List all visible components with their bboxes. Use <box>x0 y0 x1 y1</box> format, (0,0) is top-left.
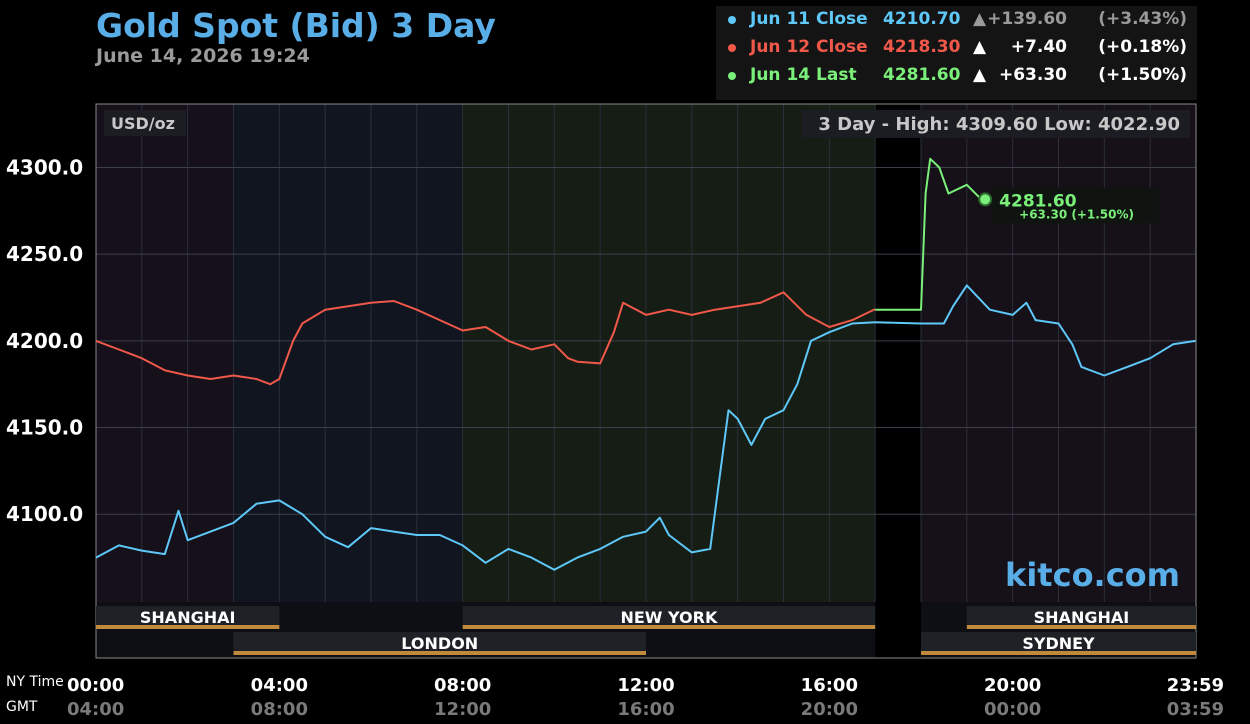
x-tick-label-ny: 00:00 <box>67 675 124 696</box>
range-label-box <box>802 110 1190 138</box>
session-bar <box>233 632 646 654</box>
ny-time-axis-label: NY Time <box>6 674 64 690</box>
newyork-band <box>462 104 876 602</box>
series-line <box>875 157 986 311</box>
x-tick-label-gmt: 00:00 <box>984 699 1041 720</box>
legend-value: 4281.60 <box>883 65 961 85</box>
session-bar-underline <box>233 651 646 655</box>
y-tick-label: 4200.0 <box>6 329 83 353</box>
y-tick-label: 4150.0 <box>6 416 83 440</box>
session-bar <box>462 606 876 628</box>
x-tick-label-ny: 08:00 <box>434 675 491 696</box>
legend-label: Jun 12 Close <box>750 37 868 57</box>
london-band <box>233 104 463 602</box>
range-label: 3 Day - High: 4309.60 Low: 4022.90 <box>818 114 1180 135</box>
x-tick-label-gmt: 04:00 <box>67 699 124 720</box>
x-tick-label-gmt: 20:00 <box>801 699 858 720</box>
y-tick-label: 4250.0 <box>6 242 83 266</box>
session-label: SHANGHAI <box>1034 608 1130 627</box>
plot-border <box>95 103 1197 659</box>
last-change-label: +63.30 (+1.50%) <box>1019 207 1134 221</box>
up-arrow-icon: ▲ <box>973 9 987 29</box>
session-label: SHANGHAI <box>140 608 236 627</box>
x-tick-label-gmt: 08:00 <box>251 699 308 720</box>
last-price-marker <box>978 192 993 207</box>
gmt-axis-label: GMT <box>6 699 38 715</box>
legend-dot-icon <box>728 72 736 80</box>
y-tick-label: 4300.0 <box>6 156 83 180</box>
session-bar-underline <box>966 625 1196 629</box>
x-tick-label-ny: 20:00 <box>984 675 1041 696</box>
session-bar-underline <box>921 651 1196 655</box>
session-bar <box>96 606 280 628</box>
session-label: LONDON <box>401 634 478 653</box>
legend-row: Jun 14 Last 4281.60 ▲ +63.30 (+1.50%) <box>716 62 1197 90</box>
x-tick-label-gmt: 16:00 <box>617 699 674 720</box>
unit-label-box <box>104 110 186 136</box>
session-label: NEW YORK <box>620 608 717 627</box>
legend-percent: (+3.43%) <box>1098 9 1187 29</box>
brand-watermark: kitco.com <box>1005 556 1180 594</box>
session-bar-underline <box>96 625 280 629</box>
unit-label: USD/oz <box>111 114 175 133</box>
x-tick-label-ny: 12:00 <box>617 675 674 696</box>
legend-row: Jun 12 Close 4218.30 ▲ +7.40 (+0.18%) <box>716 34 1197 62</box>
legend-dot-icon <box>728 16 736 24</box>
legend-label: Jun 14 Last <box>750 65 857 85</box>
x-tick-label-gmt: 03:59 <box>1167 699 1224 720</box>
session-bar <box>966 606 1196 628</box>
market-closed-band <box>875 104 921 658</box>
x-tick-label-ny: 16:00 <box>801 675 858 696</box>
chart-timestamp: June 14, 2026 19:24 <box>96 45 310 67</box>
legend-percent: (+0.18%) <box>1098 37 1187 57</box>
session-label: SYDNEY <box>1022 634 1095 653</box>
legend-panel: Jun 11 Close 4210.70 ▲ +139.60 (+3.43%) Jun 1… <box>716 6 1197 100</box>
legend-percent: (+1.50%) <box>1098 65 1187 85</box>
up-arrow-icon: ▲ <box>973 65 987 85</box>
chart-title: Gold Spot (Bid) 3 Day <box>96 6 496 45</box>
up-arrow-icon: ▲ <box>973 37 987 57</box>
legend-row: Jun 11 Close 4210.70 ▲ +139.60 (+3.43%) <box>716 6 1197 34</box>
session-bar <box>921 632 1196 654</box>
legend-dot-icon <box>728 44 736 52</box>
shanghai-band <box>96 104 234 602</box>
legend-value: 4210.70 <box>883 9 961 29</box>
legend-change: +139.60 <box>987 9 1067 29</box>
legend-change: +63.30 <box>998 65 1067 85</box>
last-callout-box <box>991 187 1160 224</box>
legend-value: 4218.30 <box>883 37 961 57</box>
last-price-label: 4281.60 <box>999 191 1077 211</box>
y-tick-label: 4100.0 <box>6 502 83 526</box>
legend-change: +7.40 <box>1010 37 1067 57</box>
x-tick-label-gmt: 12:00 <box>434 699 491 720</box>
x-tick-label-ny: 23:59 <box>1167 675 1224 696</box>
legend-label: Jun 11 Close <box>750 9 868 29</box>
series-line <box>95 284 1196 571</box>
series-line <box>95 291 876 386</box>
session-bar-underline <box>462 625 876 629</box>
x-tick-label-ny: 04:00 <box>251 675 308 696</box>
